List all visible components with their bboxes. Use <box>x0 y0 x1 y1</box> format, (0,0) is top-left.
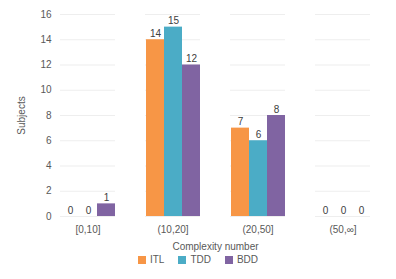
svg-text:8: 8 <box>274 104 280 115</box>
html-text:ITL: ITL <box>149 254 165 265</box>
svg-text:(50,∞]: (50,∞] <box>329 224 356 235</box>
svg-text:(10,20]: (10,20] <box>157 224 188 235</box>
html-text:TDD: TDD <box>190 254 211 265</box>
svg-text:0: 0 <box>68 205 74 216</box>
svg-text:2: 2 <box>46 185 52 196</box>
svg-text:Subjects: Subjects <box>16 96 27 134</box>
svg-text:14: 14 <box>150 28 162 39</box>
svg-text:16: 16 <box>40 9 52 20</box>
svg-text:0: 0 <box>46 211 52 222</box>
svg-text:10: 10 <box>40 84 52 95</box>
svg-text:1: 1 <box>104 192 110 203</box>
svg-text:14: 14 <box>40 34 52 45</box>
svg-text:6: 6 <box>46 135 52 146</box>
svg-text:0: 0 <box>341 205 347 216</box>
svg-text:15: 15 <box>168 15 180 26</box>
svg-text:7: 7 <box>238 116 244 127</box>
svg-text:0: 0 <box>323 205 329 216</box>
svg-text:6: 6 <box>256 129 262 140</box>
svg-text:12: 12 <box>40 59 52 70</box>
svg-text:0: 0 <box>86 205 92 216</box>
svg-text:[0,10]: [0,10] <box>75 224 100 235</box>
svg-text:Complexity number: Complexity number <box>172 241 259 252</box>
svg-text:4: 4 <box>46 160 52 171</box>
html-text:BDD: BDD <box>236 254 259 265</box>
svg-text:0: 0 <box>359 205 365 216</box>
svg-text:8: 8 <box>46 110 52 121</box>
svg-text:(20,50]: (20,50] <box>242 224 273 235</box>
svg-text:12: 12 <box>186 53 198 64</box>
